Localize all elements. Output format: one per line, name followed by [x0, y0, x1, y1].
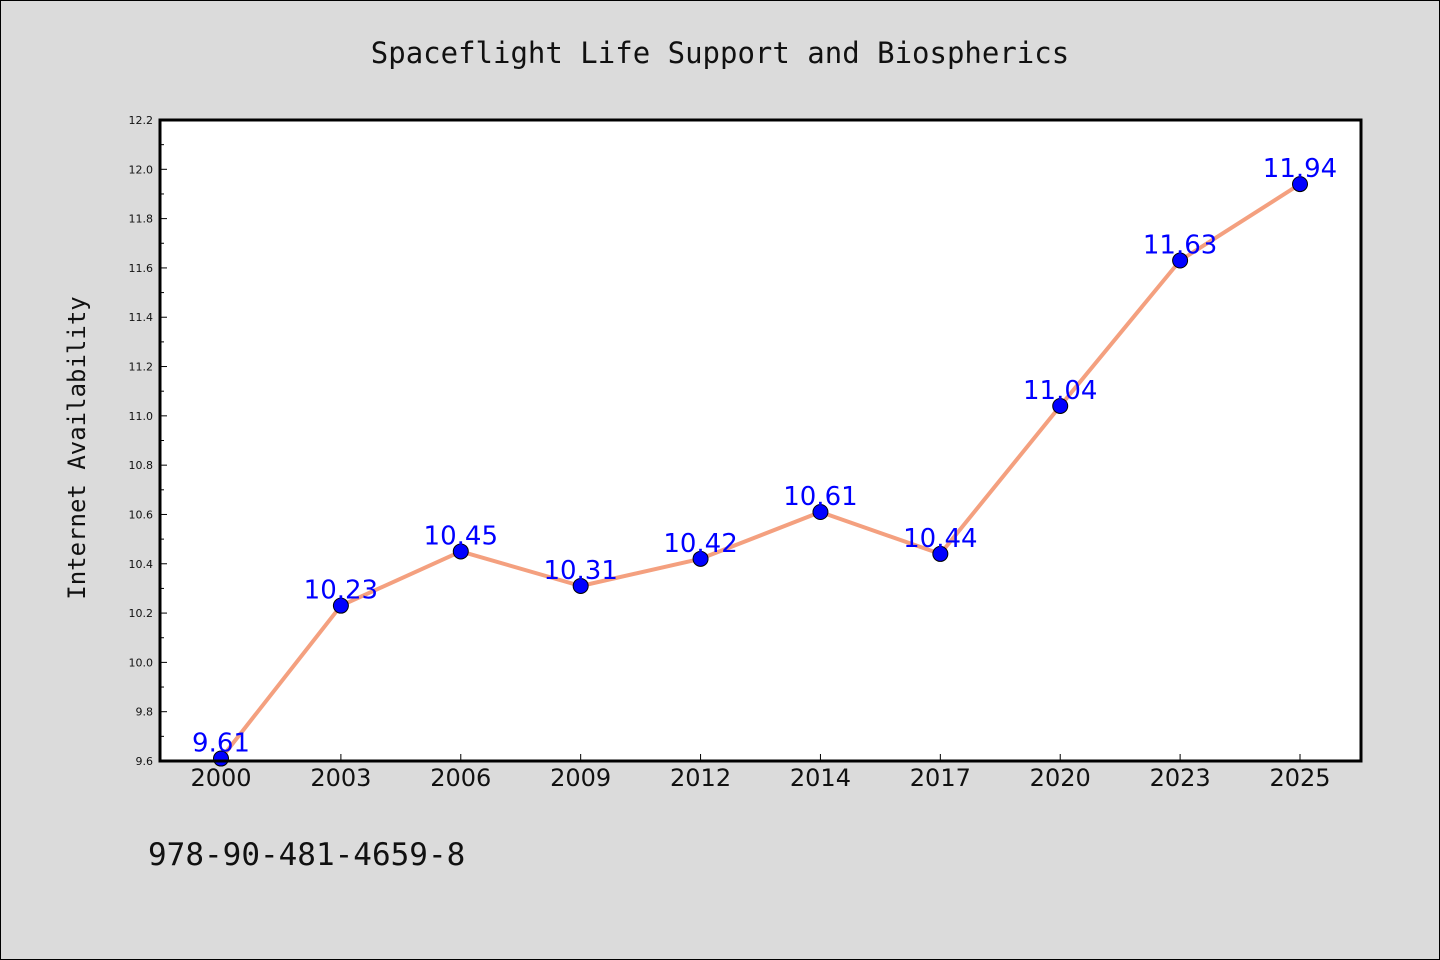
data-label: 10.31: [543, 556, 617, 586]
x-tick-label: 2025: [1269, 764, 1330, 792]
data-point: [692, 550, 709, 567]
y-axis-label: Internet Availability: [63, 296, 91, 599]
x-tick-label: 2006: [430, 764, 491, 792]
chart-title: Spaceflight Life Support and Biospherics: [371, 36, 1069, 70]
data-label: 9.61: [192, 729, 250, 759]
y-tick-label: 11.6: [129, 262, 154, 275]
x-axis: 2000 2003 2006 2009 2012 2014 2017 2020 2023 2025: [190, 754, 1331, 792]
data-label: 10.23: [304, 576, 378, 606]
y-tick-label: 9.6: [136, 755, 154, 768]
y-tick-label: 9.8: [136, 706, 154, 719]
x-tick-label: 2012: [670, 764, 731, 792]
data-label: 10.45: [424, 521, 498, 551]
data-point: [932, 545, 949, 562]
y-tick-label: 11.0: [129, 410, 154, 423]
series-layer: [213, 176, 1308, 767]
x-tick-label: 2009: [550, 764, 611, 792]
y-tick-label: 10.0: [129, 656, 154, 669]
x-tick-label: 2017: [910, 764, 971, 792]
y-tick-label: 12.0: [129, 163, 154, 176]
series-line: [219, 182, 1302, 761]
x-tick-label: 2003: [310, 764, 371, 792]
data-point: [332, 597, 349, 614]
y-tick-label: 11.2: [129, 361, 154, 374]
plot-area: [160, 120, 1361, 761]
y-tick-label: 11.4: [129, 311, 154, 324]
data-point: [572, 577, 589, 594]
y-tick-label: 11.8: [129, 213, 154, 226]
data-point: [812, 503, 829, 520]
data-point: [1172, 252, 1189, 269]
data-point: [452, 543, 469, 560]
y-tick-label: 10.2: [129, 607, 154, 620]
y-tick-label: 10.6: [129, 508, 154, 521]
x-tick-label: 2023: [1150, 764, 1211, 792]
y-tick-label: 10.8: [129, 459, 154, 472]
plot-border: [158, 118, 1363, 763]
data-label: 10.61: [783, 482, 857, 512]
x-tick-label: 2000: [190, 764, 251, 792]
data-label: 11.04: [1023, 376, 1097, 406]
y-tick-label: 12.2: [129, 114, 154, 127]
data-label: 11.63: [1143, 231, 1217, 261]
data-label: 10.42: [663, 529, 737, 559]
data-point: [1292, 176, 1308, 193]
x-tick-label: 2020: [1030, 764, 1091, 792]
data-label-layer: 9.61 10.23 10.45 10.31 10.42 10.61 10.44 11.04 1…: [192, 154, 1337, 758]
footnote-code: 978-90-481-4659-8: [148, 837, 465, 873]
y-tick-label: 10.4: [129, 558, 154, 571]
data-point: [1052, 397, 1069, 414]
x-tick-label: 2014: [790, 764, 851, 792]
data-label: 11.94: [1263, 154, 1337, 184]
data-label: 10.44: [903, 524, 977, 554]
